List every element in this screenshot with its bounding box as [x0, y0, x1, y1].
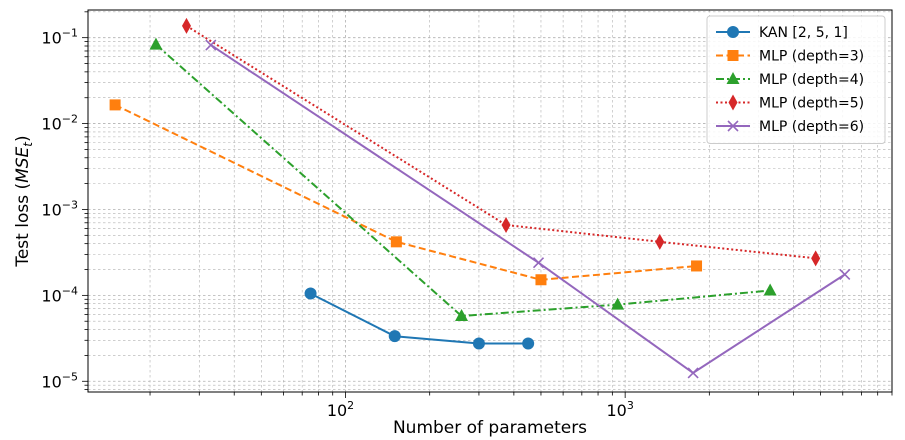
legend-label: MLP (depth=6)	[759, 119, 864, 135]
data-point	[390, 236, 402, 248]
data-point	[109, 99, 121, 111]
y-axis-label-subscript: t	[21, 141, 35, 147]
y-tick-label: 10−3	[41, 198, 78, 219]
data-point	[455, 309, 469, 322]
y-axis-label-text: Test loss (	[13, 183, 33, 268]
legend-marker	[727, 50, 739, 61]
y-tick-label: 10−2	[41, 113, 78, 134]
legend-label: MLP (depth=5)	[759, 96, 864, 112]
y-axis-label-mse-var: MSE	[13, 146, 33, 182]
plot-frame	[87, 9, 893, 393]
data-point	[205, 39, 217, 51]
y-tick-label: 10−1	[41, 27, 78, 48]
series-line	[310, 292, 529, 345]
legend-entry: MLP (depth=5)	[716, 94, 864, 112]
legend-marker	[727, 120, 739, 132]
legend-marker	[726, 72, 740, 84]
data-point	[304, 287, 317, 300]
y-axis-label: Test loss (MSEt)	[13, 135, 35, 267]
series-5	[205, 39, 851, 379]
data-point	[388, 330, 401, 343]
ticks: 102 103 10−1 10−2 10−3 10−4 10−5	[41, 11, 893, 420]
legend-entry: KAN [2, 5, 1]	[716, 25, 848, 41]
y-axis-label-close: )	[13, 135, 33, 142]
series-layer	[109, 17, 851, 379]
data-point	[181, 17, 191, 34]
series-4	[181, 17, 821, 267]
legend: KAN [2, 5, 1] MLP (depth=3) MLP (depth=4) M…	[706, 15, 886, 144]
data-point	[522, 337, 535, 350]
y-tick-label: 10−5	[41, 370, 78, 391]
legend-label: MLP (depth=4)	[759, 72, 864, 88]
data-point	[839, 268, 851, 281]
legend-entry: MLP (depth=6)	[716, 119, 864, 135]
y-tick-label: 10−4	[41, 284, 78, 305]
series-2	[109, 99, 703, 286]
legend-label: MLP (depth=3)	[759, 49, 864, 65]
legend-entry: MLP (depth=3)	[716, 49, 864, 65]
data-point	[687, 367, 699, 379]
data-point	[655, 233, 665, 250]
data-point	[501, 216, 511, 233]
legend-box	[706, 15, 886, 144]
legend-marker	[728, 94, 738, 111]
data-point	[149, 37, 163, 50]
series-line	[210, 44, 846, 374]
data-point	[611, 297, 625, 310]
data-point	[472, 337, 485, 350]
series-1	[304, 287, 535, 350]
data-point	[535, 274, 547, 286]
data-point	[763, 283, 777, 296]
data-point	[811, 250, 821, 267]
x-tick-label: 102	[327, 399, 354, 420]
series-line	[155, 43, 771, 317]
legend-label: KAN [2, 5, 1]	[759, 25, 848, 41]
data-point	[691, 260, 703, 272]
x-axis-label: Number of parameters	[393, 418, 587, 438]
legend-entry: MLP (depth=4)	[716, 72, 864, 88]
series-3	[149, 37, 777, 322]
x-tick-label: 103	[606, 399, 633, 420]
data-point	[532, 257, 545, 269]
series-line	[114, 104, 697, 281]
legend-marker	[727, 26, 739, 38]
